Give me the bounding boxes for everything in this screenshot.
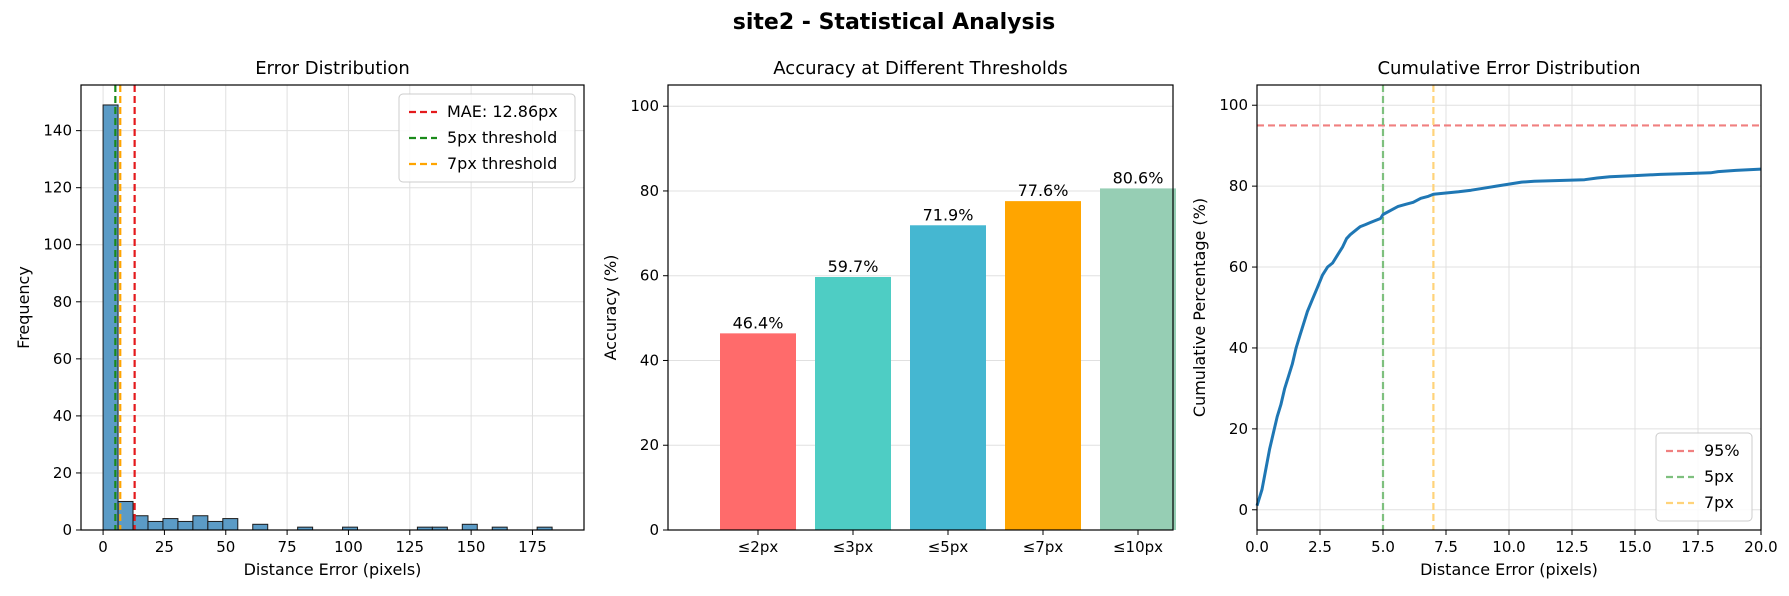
legend: MAE: 12.86px 5px threshold 7px threshold [398, 93, 576, 183]
x-tick-label: 100 [334, 538, 363, 556]
bar-data-label: 46.4% [733, 313, 784, 332]
y-axis-label: Accuracy (%) [601, 255, 620, 361]
accuracy-bar [1100, 188, 1176, 530]
y-tick-label: 20 [640, 436, 659, 454]
x-tick-label: 0.0 [1245, 538, 1269, 556]
category-label: ≤3px [833, 538, 874, 556]
x-tick-label: 5.0 [1371, 538, 1395, 556]
x-tick-label: 10.0 [1492, 538, 1525, 556]
bar-data-label: 59.7% [828, 257, 879, 276]
y-tick-label: 20 [53, 464, 72, 482]
x-tick-label: 2.5 [1308, 538, 1332, 556]
accuracy-bar [1005, 201, 1081, 530]
accuracy-bar [720, 333, 796, 530]
y-axis-label: Cumulative Percentage (%) [1190, 198, 1209, 417]
legend-entry: 5px threshold [447, 128, 557, 147]
plot-frame [80, 84, 585, 531]
category-label: ≤7px [1023, 538, 1064, 556]
x-tick-label: 150 [457, 538, 486, 556]
cumulative-error-panel: 0 20 40 60 80 100 0.0 2.5 5.0 7.5 10.0 12.5 15.0 17.5… [1190, 58, 1778, 579]
legend-box [398, 93, 576, 183]
y-tick-label: 20 [1229, 420, 1248, 438]
histogram-bar [177, 520, 194, 531]
y-tick-label: 0 [62, 521, 72, 539]
x-tick-label: 50 [216, 538, 235, 556]
histogram-bar [222, 518, 239, 531]
y-tick-label: 120 [43, 179, 72, 197]
x-tick-label: 0 [98, 538, 108, 556]
x-tick-label: 15.0 [1618, 538, 1651, 556]
y-tick-label: 80 [640, 182, 659, 200]
histogram-bar [252, 523, 269, 531]
x-tick-label: 12.5 [1555, 538, 1588, 556]
legend-entry: 5px [1704, 467, 1734, 486]
y-tick-label: 60 [640, 267, 659, 285]
panel-title: Cumulative Error Distribution [1377, 58, 1640, 79]
x-tick-label: 25 [155, 538, 174, 556]
accuracy-bar [815, 276, 891, 530]
bar-data-label: 80.6% [1113, 168, 1164, 187]
x-axis-label: Distance Error (pixels) [1420, 560, 1598, 579]
legend-entry: 95% [1704, 441, 1740, 460]
legend: 95% 5px 7px [1655, 432, 1753, 522]
y-tick-label: 100 [1219, 96, 1248, 114]
panel-title: Error Distribution [255, 58, 410, 79]
histogram-bar [162, 518, 179, 531]
y-tick-label: 80 [53, 293, 72, 311]
y-tick-label: 0 [1238, 501, 1248, 519]
y-axis-label: Frequency [14, 266, 33, 349]
category-label: ≤2px [738, 538, 779, 556]
y-tick-label: 80 [1229, 177, 1248, 195]
y-tick-label: 40 [1229, 339, 1248, 357]
figure-title: site2 - Statistical Analysis [733, 10, 1055, 35]
y-tick-label: 100 [630, 97, 659, 115]
y-tick-label: 140 [43, 122, 72, 140]
y-tick-label: 60 [53, 350, 72, 368]
y-tick-label: 40 [640, 351, 659, 369]
bar-data-label: 77.6% [1018, 181, 1069, 200]
x-tick-label: 75 [278, 538, 297, 556]
x-tick-label: 7.5 [1434, 538, 1458, 556]
category-label: ≤10px [1113, 538, 1163, 556]
y-tick-label: 60 [1229, 258, 1248, 276]
x-tick-label: 125 [395, 538, 424, 556]
x-axis-label: Distance Error (pixels) [244, 560, 422, 579]
y-tick-label: 100 [43, 236, 72, 254]
accuracy-bar [910, 225, 986, 530]
x-tick-label: 175 [518, 538, 547, 556]
x-tick-label: 20.0 [1744, 538, 1777, 556]
y-tick-label: 40 [53, 407, 72, 425]
panel-title: Accuracy at Different Thresholds [773, 58, 1067, 79]
plot-frame [667, 84, 1174, 531]
histogram-bar [461, 523, 478, 531]
legend-box [1655, 432, 1753, 522]
bar-data-label: 71.9% [923, 205, 974, 224]
cumulative-line [1255, 167, 1762, 507]
category-label: ≤5px [928, 538, 969, 556]
histogram-bar [192, 515, 209, 531]
histogram-bar [207, 520, 224, 531]
x-tick-label: 17.5 [1681, 538, 1714, 556]
legend-entry: 7px [1704, 493, 1734, 512]
y-tick-label: 0 [649, 521, 659, 539]
legend-entry: MAE: 12.86px [447, 102, 558, 121]
error-distribution-panel: 0 20 40 60 80 100 120 140 0 25 50 75 100 125 150 175 Err… [14, 58, 585, 579]
histogram-bar [147, 520, 164, 531]
accuracy-thresholds-panel: 46.4% 59.7% 71.9% 77.6% 80.6% 0 20 40 60 80 100 Acc… [601, 58, 1176, 556]
legend-entry: 7px threshold [447, 154, 557, 173]
